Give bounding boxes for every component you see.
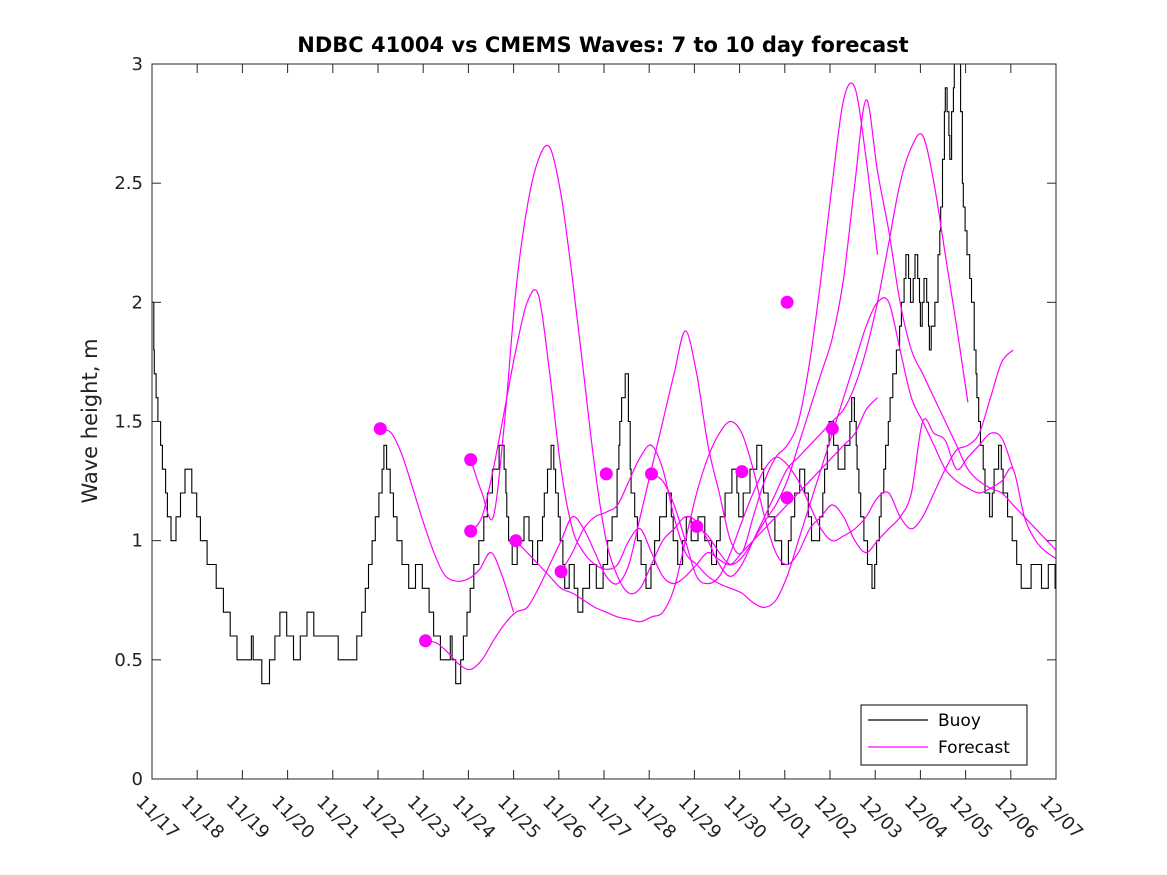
forecast-series-line-7 (651, 349, 1014, 585)
forecast-series-line-1 (380, 428, 515, 613)
y-tick-label-5: 2.5 (114, 173, 143, 194)
forecast-series-line-5 (515, 418, 1014, 623)
forecast-series-line-4 (470, 289, 878, 585)
y-tick-label-4: 2 (132, 292, 143, 313)
forecast-marker-13 (825, 422, 839, 436)
legend-forecast-label: Forecast (938, 738, 1010, 758)
y-tick-label-3: 1.5 (114, 412, 143, 433)
y-tick-label-2: 1 (132, 531, 143, 552)
legend: Buoy Forecast (860, 704, 1028, 766)
legend-buoy-label: Buoy (938, 711, 981, 731)
y-axis-label: Wave height, m (78, 338, 102, 503)
forecast-marker-2 (419, 634, 432, 648)
forecast-marker-1 (373, 422, 387, 436)
forecast-series-line-8 (696, 99, 1056, 566)
forecast-series-line-3 (470, 133, 969, 595)
y-tick-label-0: 0 (132, 769, 143, 790)
forecast-marker-10 (735, 465, 749, 479)
forecast-marker-3 (464, 453, 478, 467)
forecast-marker-8 (645, 467, 658, 481)
y-tick-label-6: 3 (132, 54, 143, 75)
forecast-marker-12 (780, 491, 794, 505)
forecast-marker-7 (599, 467, 613, 481)
forecast-marker-6 (554, 565, 568, 579)
y-tick-label-1: 0.5 (114, 650, 143, 671)
chart-title: NDBC 41004 vs CMEMS Waves: 7 to 10 day f… (297, 33, 908, 57)
forecast-series-line-2 (425, 82, 879, 671)
forecast-marker-5 (509, 534, 523, 548)
legend-box (860, 704, 1028, 766)
plot-area (152, 64, 1056, 685)
forecast-marker-9 (690, 519, 704, 533)
forecast-marker-4 (464, 524, 478, 538)
forecast-marker-11 (780, 295, 794, 309)
